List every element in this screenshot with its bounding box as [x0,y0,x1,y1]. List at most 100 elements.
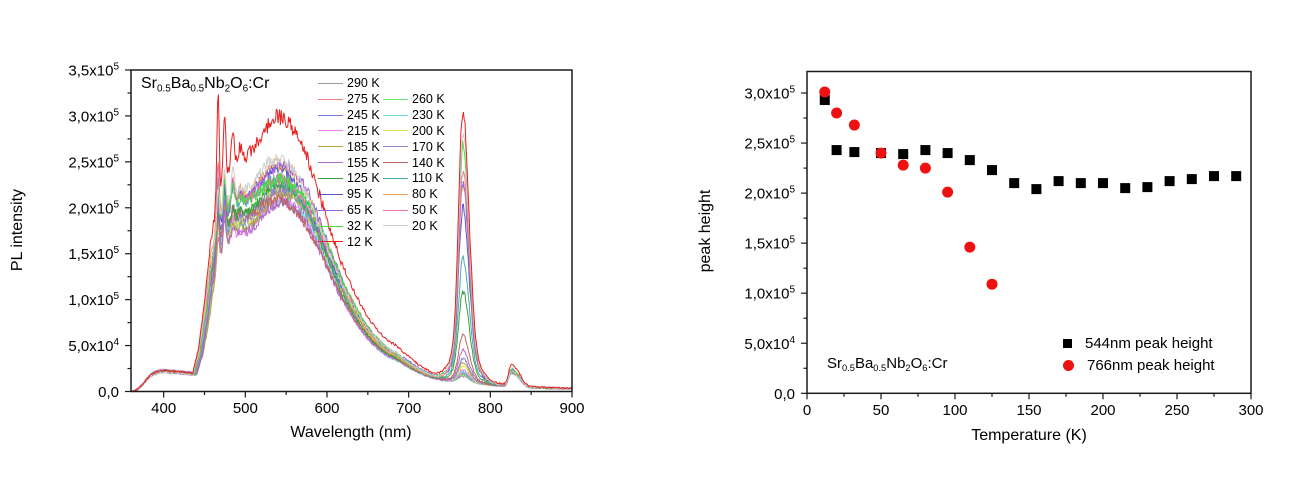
legend-label: 80 K [412,187,438,202]
legend-line-swatch [318,114,343,116]
legend-label: 65 K [347,203,373,218]
left-ticks [125,69,573,398]
data-point-square [849,147,860,158]
data-point-square [1120,183,1131,194]
right-x-tick-label: 50 [873,402,890,419]
data-point-square [920,145,931,156]
formula-text: :Cr [927,355,948,372]
right-x-tick-label: 100 [942,402,967,419]
right-y-tick-label: 1,5x105 [744,235,795,253]
legend-label: 20 K [412,218,438,233]
data-point-circle [819,86,831,98]
legend-line-swatch [318,225,343,227]
legend-item: 32 K [318,218,380,234]
left-chart-formula: Sr0.5Ba0.5Nb2O6:Cr [141,75,269,94]
right-x-tick-label: 200 [1090,402,1115,419]
data-point-square [1075,178,1086,189]
legend-item: 260 K [383,91,445,107]
left-x-tick-label: 600 [314,400,339,417]
right-x-tick-label: 250 [1164,402,1189,419]
legend-item: 275 K [318,91,380,107]
legend-label: 125 K [347,171,380,186]
legend-line-swatch [383,114,408,116]
legend-item: 290 K [318,76,380,92]
legend-line-swatch [318,241,343,243]
data-point-square [1209,171,1219,182]
legend-item: 80 K [383,186,445,202]
legend-item: 170 K [383,139,445,155]
legend-item: 245 K [318,107,380,123]
right-y-tick-label: 3,0x105 [744,85,795,103]
legend-item: 65 K [318,202,380,218]
legend-item: 12 K [318,234,380,250]
data-point-square [1053,176,1064,187]
left-y-tick-label: 1,5x105 [68,245,119,263]
legend-line-swatch [383,193,408,195]
pl-spectra-curves [130,94,573,393]
formula-text: :Cr [248,75,270,92]
legend-item: 766nm peak height [1056,355,1215,378]
legend-line-swatch [318,193,343,195]
formula-subscript: 0.5 [157,83,171,95]
legend-line-swatch [318,146,343,148]
data-point-circle [942,186,954,198]
legend-item: 544nm peak height [1056,332,1215,355]
data-point-circle [919,162,931,174]
legend-label: 766nm peak height [1087,357,1215,375]
formula-text: O [910,355,923,372]
formula-subscript: 0.5 [842,363,855,374]
data-point-circle [848,119,860,131]
legend-line-swatch [383,177,408,179]
legend-item: 50 K [383,202,445,218]
right-y-tick-label: 2,0x105 [744,185,795,203]
data-point-square [1186,174,1197,185]
formula-text: Ba [854,355,874,372]
left-x-tick-label: 700 [396,400,421,417]
legend-label: 155 K [347,155,380,170]
right-tick-labels: 0 50 100 150 200 250 300 0,0 5,0x104 1,0x105 1,5x1… [744,85,1263,419]
spectrum-curve-20K [131,133,572,392]
left-y-tick-label: 0,0 [98,384,119,401]
data-point-square [1142,182,1153,193]
data-point-square [1031,184,1042,195]
data-point-square [1009,178,1020,189]
legend-label: 260 K [412,92,445,107]
legend-item: 230 K [383,107,445,123]
formula-subscript: 0.5 [190,83,205,95]
data-point-square [1231,171,1242,182]
legend-line-swatch [318,177,343,179]
left-x-tick-label: 500 [233,400,258,417]
data-point-circle [964,241,976,253]
legend-label: 200 K [412,123,445,138]
scatter-series-544nm [819,95,1242,195]
data-point-square [987,165,997,176]
right-x-tick-label: 300 [1238,402,1263,419]
formula-subscript: 0.5 [873,363,887,374]
left-x-tick-label: 800 [478,400,503,417]
right-y-tick-label: 0,0 [774,386,795,403]
legend-line-swatch [383,209,408,211]
right-chart-formula: Sr0.5Ba0.5Nb2O6:Cr [827,355,947,373]
formula-text: O [230,75,243,92]
legend-label: 275 K [347,92,380,107]
legend-line-swatch [383,130,408,132]
left-y-tick-label: 1,0x105 [68,291,119,309]
legend-line-swatch [318,130,343,132]
legend-label: 230 K [412,108,445,123]
legend-line-swatch [383,225,408,227]
legend-item: 185 K [318,139,380,155]
data-point-square [942,148,953,159]
legend-label: 110 K [412,171,444,186]
legend-marker-square [1063,338,1072,348]
legend-label: 50 K [412,203,438,218]
legend-label: 12 K [347,234,373,249]
legend-line-swatch [383,146,408,148]
data-point-square [898,149,909,160]
legend-marker-circle [1063,360,1074,372]
formula-text: Sr [827,355,842,372]
legend-item: 140 K [383,155,445,171]
legend-item: 125 K [318,171,380,187]
